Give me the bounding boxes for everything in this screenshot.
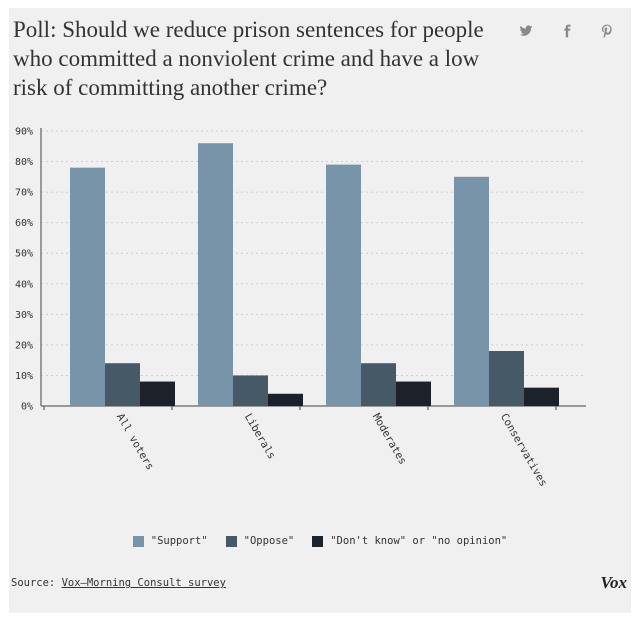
y-tick-label: 80% bbox=[15, 157, 33, 168]
legend-label-oppose: "Oppose" bbox=[243, 535, 295, 547]
source-prefix: Source: bbox=[11, 577, 62, 589]
y-tick-label: 20% bbox=[15, 340, 33, 351]
source-link[interactable]: Vox–Morning Consult survey bbox=[61, 577, 226, 589]
bar bbox=[268, 393, 303, 406]
bar bbox=[140, 381, 175, 406]
bar bbox=[105, 363, 140, 406]
category-label: Liberals bbox=[242, 412, 278, 462]
category-label: Moderates bbox=[370, 412, 409, 467]
legend-item-support: "Support" bbox=[132, 535, 208, 547]
legend-item-oppose: "Oppose" bbox=[225, 535, 295, 547]
bar bbox=[524, 387, 559, 406]
bar bbox=[454, 176, 489, 406]
bar bbox=[396, 381, 431, 406]
legend-swatch-oppose bbox=[225, 535, 237, 547]
chart-legend: "Support" "Oppose" "Don't know" or "no o… bbox=[9, 535, 631, 547]
legend-swatch-support bbox=[132, 535, 144, 547]
source-line: Source: Vox–Morning Consult survey bbox=[11, 577, 226, 589]
legend-label-dont-know: "Don't know" or "no opinion" bbox=[330, 535, 508, 547]
bar-chart: 0% 10% 20% 30% 40% 50% 60% 70% 80% 90% All voters L… bbox=[15, 127, 586, 489]
category-label: All voters bbox=[114, 412, 156, 473]
bar bbox=[326, 164, 361, 406]
y-tick-label: 30% bbox=[15, 310, 33, 321]
y-tick-label: 50% bbox=[15, 249, 33, 260]
y-tick-label: 70% bbox=[15, 188, 33, 199]
bar bbox=[489, 351, 524, 406]
bar bbox=[361, 363, 396, 406]
chart-card: Poll: Should we reduce prison sentences … bbox=[9, 8, 631, 613]
legend-label-support: "Support" bbox=[150, 535, 208, 547]
category-label: Conservatives bbox=[498, 412, 549, 489]
legend-item-dont-know: "Don't know" or "no opinion" bbox=[312, 535, 507, 547]
bar bbox=[198, 143, 233, 406]
y-tick-label: 90% bbox=[15, 127, 33, 138]
bar bbox=[233, 375, 268, 406]
pinterest-icon[interactable] bbox=[598, 22, 616, 40]
twitter-icon[interactable] bbox=[517, 22, 535, 40]
chart-title: Poll: Should we reduce prison sentences … bbox=[13, 17, 484, 100]
legend-swatch-dont-know bbox=[312, 535, 324, 547]
facebook-icon[interactable] bbox=[558, 22, 576, 40]
y-tick-label: 40% bbox=[15, 279, 33, 290]
vox-logo: Vox bbox=[600, 573, 627, 592]
y-tick-label: 10% bbox=[15, 371, 33, 382]
y-tick-label: 60% bbox=[15, 218, 33, 229]
bar bbox=[70, 167, 105, 406]
y-tick-label: 0% bbox=[21, 402, 33, 413]
